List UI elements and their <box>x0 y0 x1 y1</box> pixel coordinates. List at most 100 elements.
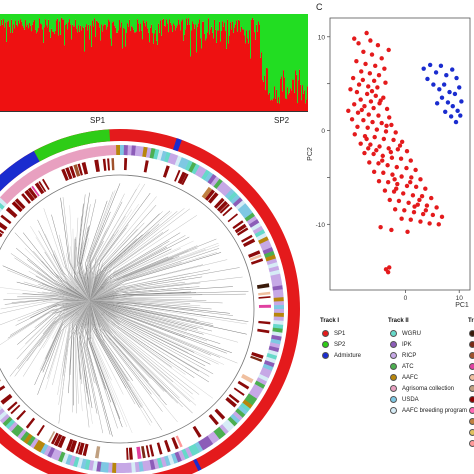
structure-bar-green <box>10 14 12 33</box>
track2-segment <box>244 212 256 222</box>
pca-point <box>356 82 362 87</box>
structure-bar-green <box>197 14 199 27</box>
legend-item-track2: IPK <box>390 341 412 353</box>
track3-segment <box>177 171 187 185</box>
structure-bar-green <box>157 14 159 45</box>
track2-segment <box>197 439 207 451</box>
pca-point <box>352 36 357 41</box>
tree-branch <box>0 300 90 310</box>
structure-bar-green <box>56 14 58 21</box>
pca-point <box>392 177 397 182</box>
track3-segment <box>251 351 264 359</box>
structure-bar-green <box>121 14 123 23</box>
track2-segment <box>2 416 13 427</box>
structure-bar-red <box>180 30 182 112</box>
structure-bar-red <box>115 27 117 112</box>
track1-segment-sp2 <box>33 129 111 162</box>
structure-bar-red <box>72 24 74 112</box>
track3-segment <box>94 446 101 459</box>
structure-bar-red <box>4 27 6 112</box>
pca-point <box>362 150 367 156</box>
track3-segment <box>143 160 149 173</box>
track3-segment <box>241 234 253 243</box>
structure-bar-red <box>278 97 280 112</box>
pca-point <box>399 139 405 145</box>
structure-bar-green <box>67 14 69 30</box>
pca-point <box>369 52 375 57</box>
structure-bar-green <box>223 14 225 27</box>
structure-bar-red <box>172 31 174 112</box>
track3-segment <box>242 238 256 248</box>
structure-bar-red <box>90 25 92 112</box>
tree-branch <box>51 214 91 302</box>
structure-bar-red <box>60 34 62 112</box>
structure-bar-red <box>189 24 191 112</box>
structure-bar-red <box>38 27 40 112</box>
track2-segment <box>246 393 258 403</box>
structure-bar-green <box>104 14 106 25</box>
track3-ring <box>0 158 271 460</box>
structure-bar-green <box>192 14 194 22</box>
tree-branch <box>89 300 239 343</box>
track2-segment <box>181 448 190 460</box>
track2-segment <box>254 380 266 389</box>
pca-point <box>364 30 369 36</box>
structure-bar-red <box>164 25 166 112</box>
pca-point <box>455 108 460 114</box>
track2-segment <box>240 206 251 216</box>
track2-segment <box>235 200 246 210</box>
pca-point <box>354 58 359 64</box>
pca-point <box>391 137 396 143</box>
track2-segment <box>76 457 84 469</box>
track2-segment <box>57 451 66 463</box>
track3-segment <box>107 158 111 171</box>
structure-bar-green <box>215 14 217 30</box>
structure-bar-red <box>253 19 255 112</box>
pca-point <box>420 211 426 217</box>
track3-segment <box>0 232 3 238</box>
track2-segment <box>210 176 220 187</box>
structure-bar-green <box>239 14 241 21</box>
structure-bar-red <box>64 45 66 112</box>
tree-branch <box>89 193 125 302</box>
track2-segment <box>216 426 226 438</box>
structure-bar-green <box>46 14 48 26</box>
pca-point <box>356 41 361 46</box>
track2-segment <box>167 454 175 466</box>
track3-segment <box>250 355 263 362</box>
structure-bar-red <box>135 32 137 112</box>
pca-point <box>411 209 417 215</box>
structure-bar-green <box>125 14 127 47</box>
track3-segment <box>57 435 66 449</box>
track2-segment <box>80 458 87 470</box>
tree-branch <box>89 300 249 322</box>
structure-bar-red <box>271 99 273 112</box>
structure-bar-red <box>270 100 272 112</box>
structure-bar-red <box>301 100 303 112</box>
structure-bar-green <box>72 14 74 25</box>
track2-segment <box>200 437 210 449</box>
structure-bar-red <box>294 92 296 112</box>
tree-branch <box>89 248 220 302</box>
track2-segment <box>213 178 223 190</box>
track3-segment <box>25 417 36 429</box>
structure-bar-red <box>230 22 232 112</box>
track2-segment <box>207 433 217 445</box>
structure-bar-green <box>146 14 148 22</box>
tree-branch <box>74 300 91 414</box>
structure-bar-red <box>266 67 268 112</box>
pca-point <box>367 71 373 76</box>
structure-bar-red <box>182 19 184 112</box>
structure-bar-red <box>62 19 64 112</box>
structure-bar-green <box>232 14 234 22</box>
track3-segment <box>216 200 229 212</box>
structure-bar-red <box>258 21 260 112</box>
structure-bar-green <box>202 14 204 22</box>
structure-bar-red <box>194 28 196 112</box>
pca-point <box>373 93 378 99</box>
pca-point <box>376 113 381 118</box>
structure-bar-green <box>172 14 174 32</box>
structure-bar-red <box>276 89 278 112</box>
track3-segment <box>175 435 183 448</box>
structure-bar-red <box>126 32 128 112</box>
